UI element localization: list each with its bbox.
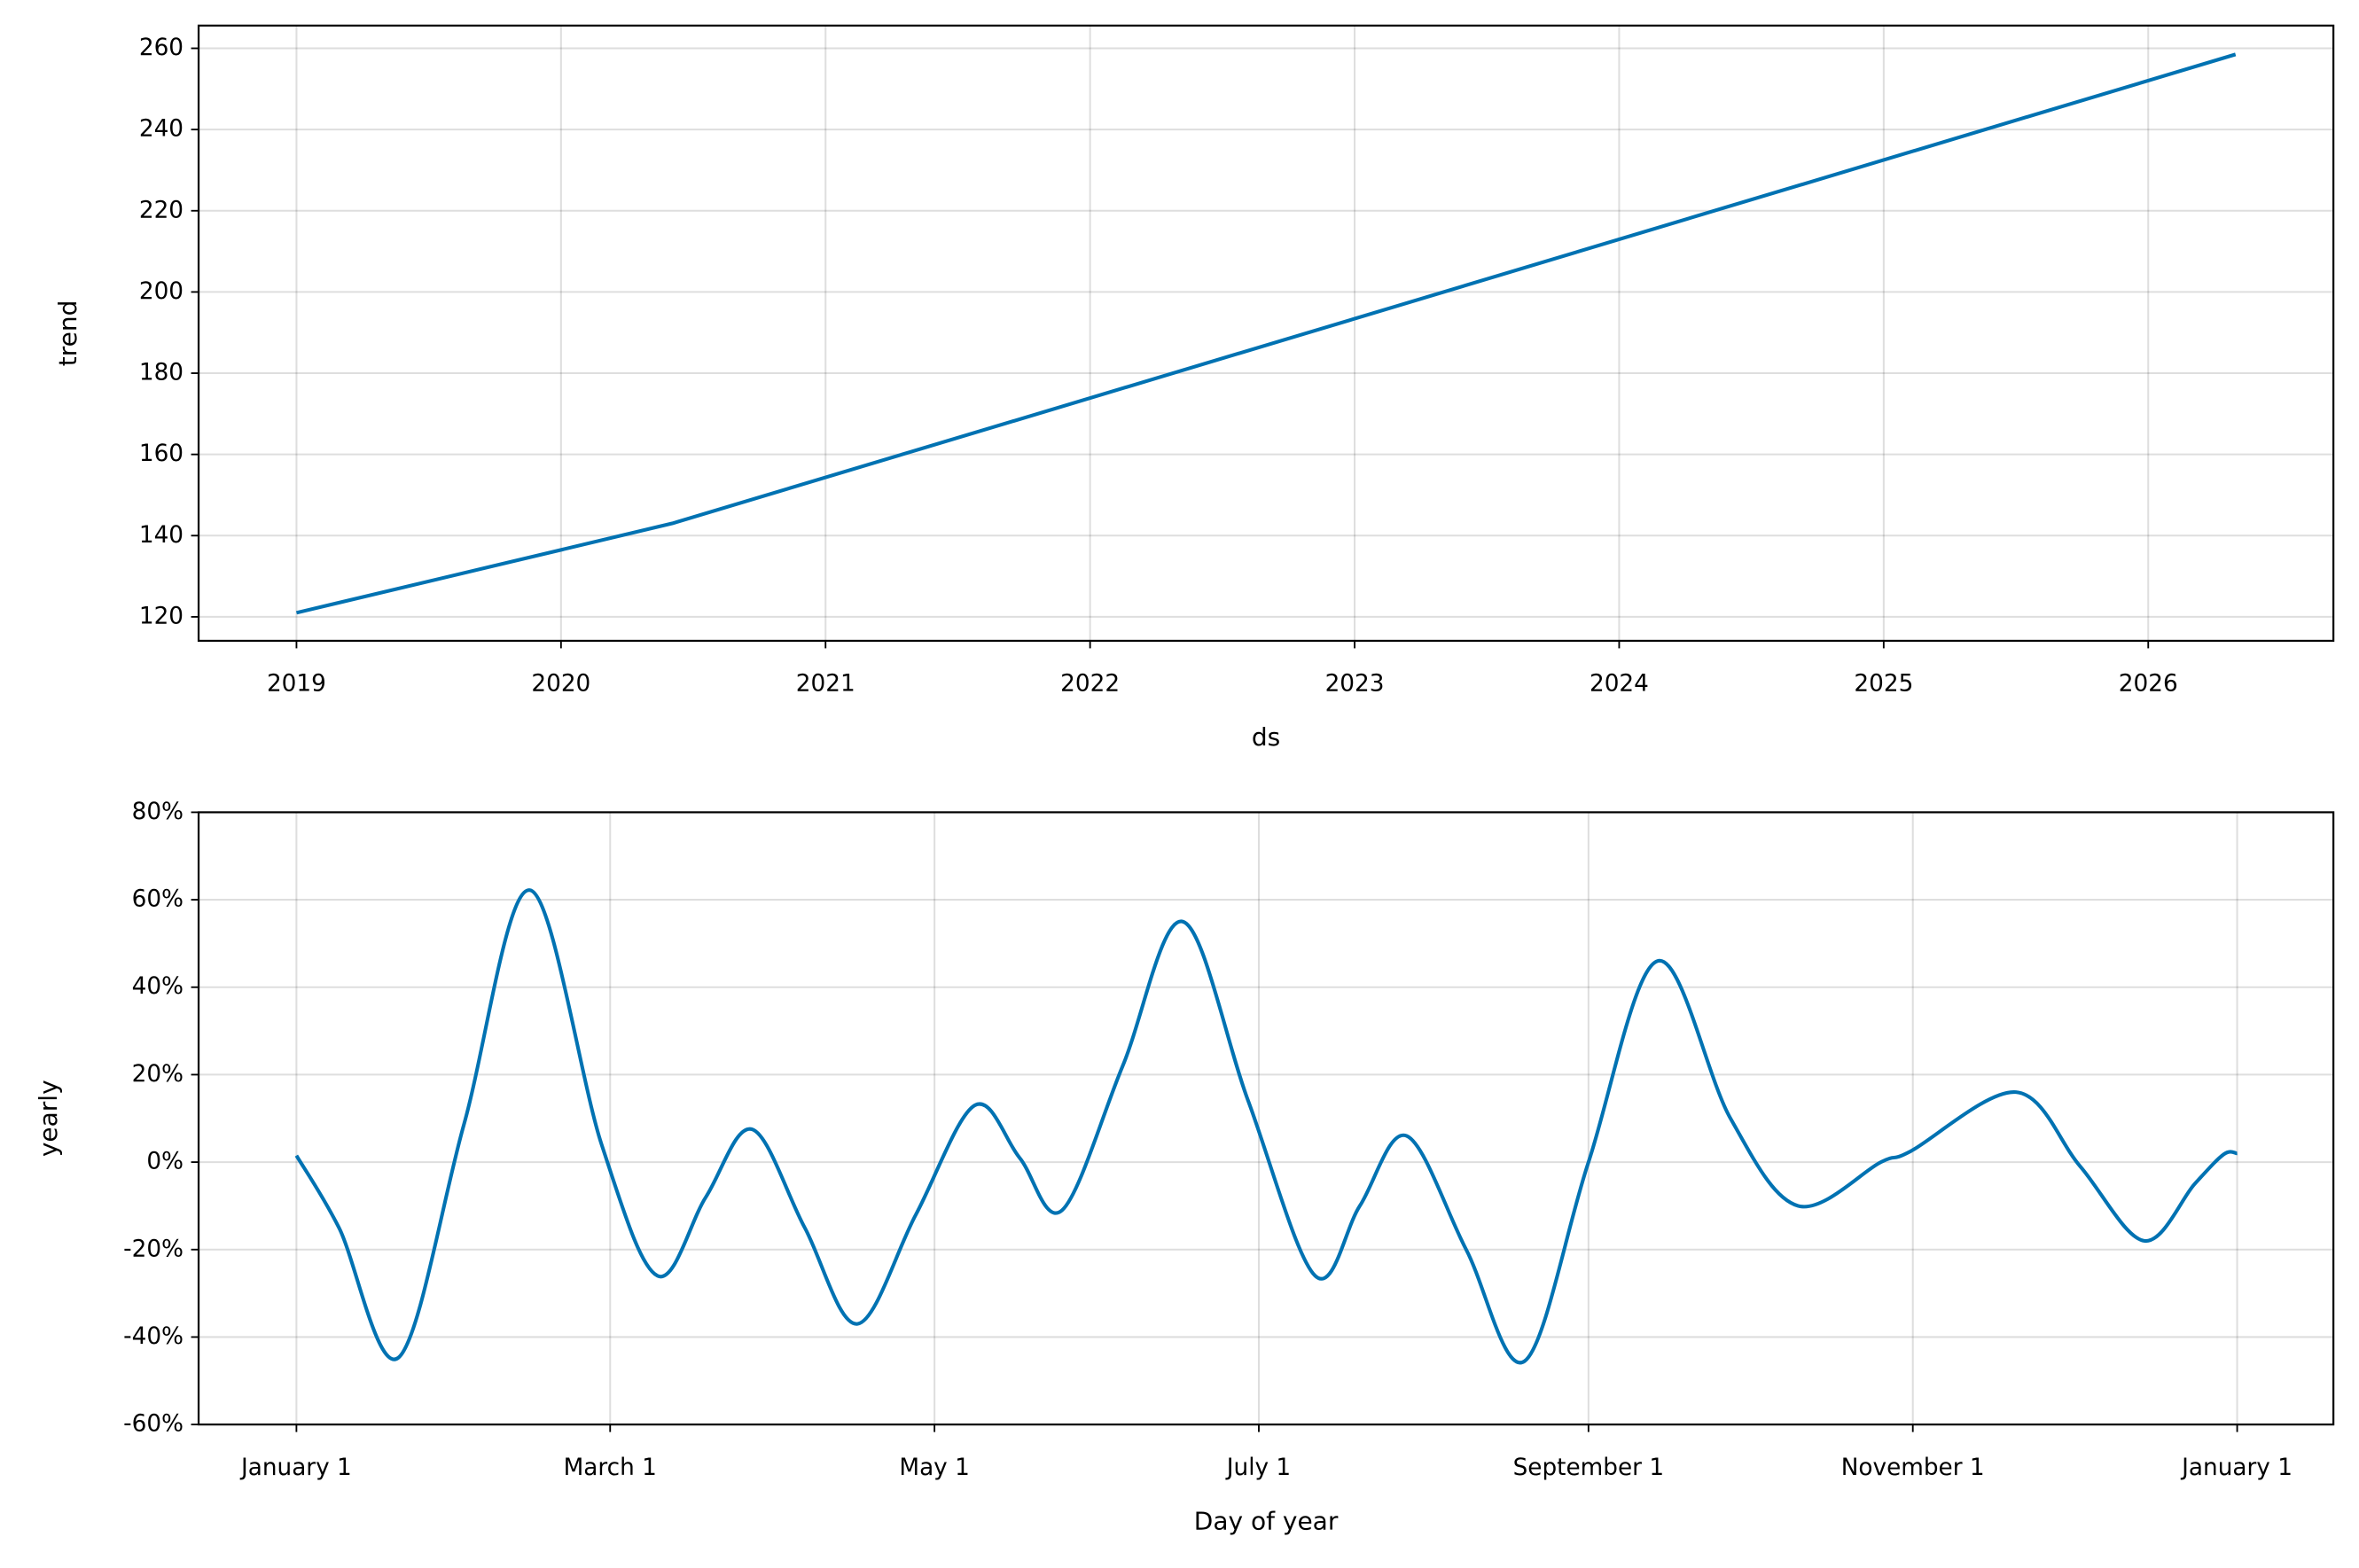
y-tick-label: 180	[139, 360, 184, 386]
x-tick-label: January 1	[2180, 1455, 2293, 1481]
y-tick-label: 240	[139, 116, 184, 143]
y-tick-label: 160	[139, 441, 184, 467]
x-tick-label: 2024	[1590, 671, 1649, 698]
x-tick-label: May 1	[899, 1455, 969, 1481]
y-tick-label: 200	[139, 278, 184, 305]
y-tick-label: -60%	[123, 1411, 184, 1438]
y-tick-label: 60%	[132, 886, 184, 913]
x-tick-label: 2023	[1325, 671, 1385, 698]
x-tick-label: November 1	[1841, 1455, 1985, 1481]
axes-frame	[197, 24, 2335, 643]
y-tick-label: 40%	[132, 973, 184, 1000]
y-tick-label: -40%	[123, 1323, 184, 1350]
y-tick-label: -20%	[123, 1236, 184, 1262]
y-tick-label: 120	[139, 603, 184, 629]
x-tick-label: March 1	[564, 1455, 657, 1481]
x-tick-label: 2026	[2119, 671, 2178, 698]
y-axis-label: trend	[53, 300, 82, 367]
x-tick-label: 2021	[796, 671, 855, 698]
y-tick-label: 80%	[132, 799, 184, 825]
x-tick-label: January 1	[239, 1455, 352, 1481]
y-axis-label: yearly	[34, 1080, 63, 1157]
x-axis-label: Day of year	[1194, 1506, 1339, 1535]
trend-line	[295, 52, 2237, 615]
x-tick-label: 2019	[267, 671, 326, 698]
x-tick-label: September 1	[1513, 1455, 1664, 1481]
x-axis-label: ds	[1252, 722, 1280, 752]
y-tick-label: 20%	[132, 1061, 184, 1088]
x-tick-label: 2025	[1854, 671, 1913, 698]
y-tick-label: 220	[139, 197, 184, 223]
y-tick-label: 0%	[146, 1149, 184, 1175]
axes-frame	[197, 811, 2335, 1426]
x-tick-label: 2022	[1060, 671, 1120, 698]
y-tick-label: 260	[139, 35, 184, 61]
trend-line	[294, 888, 2238, 1365]
y-tick-label: 140	[139, 522, 184, 549]
x-tick-label: 2020	[531, 671, 590, 698]
x-tick-label: July 1	[1225, 1455, 1291, 1481]
